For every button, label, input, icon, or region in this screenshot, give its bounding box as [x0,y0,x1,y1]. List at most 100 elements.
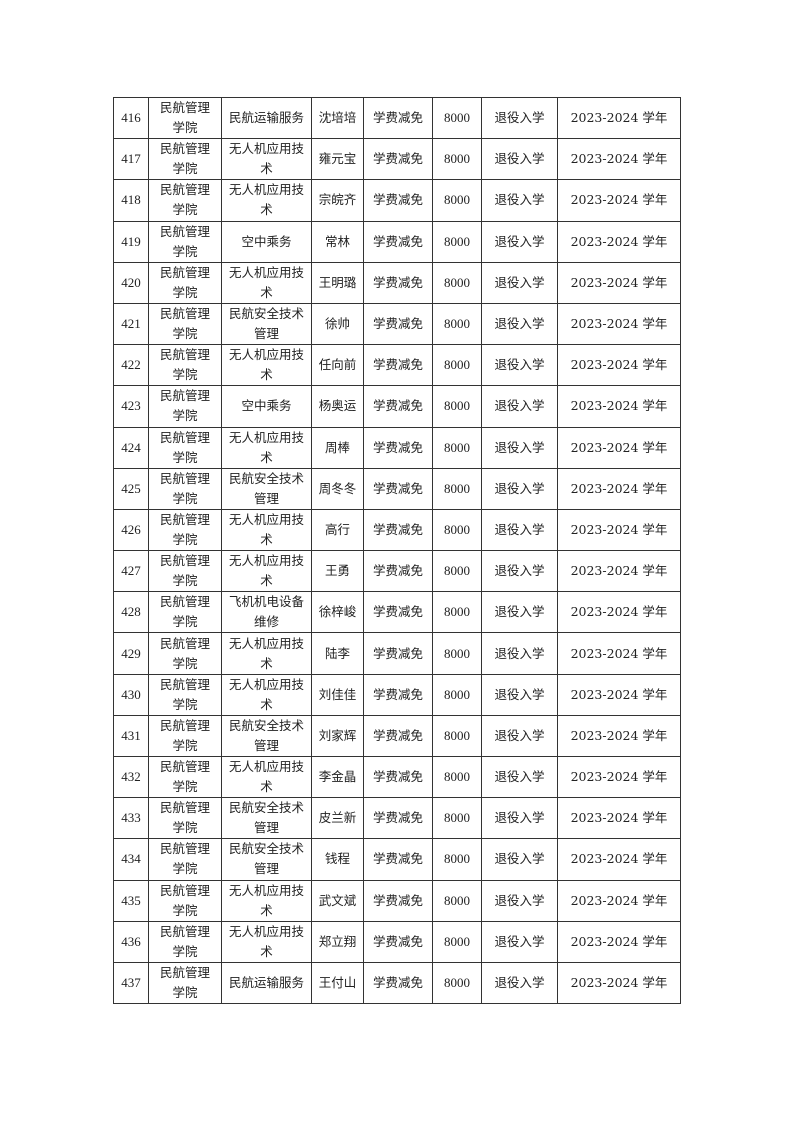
cell-amount: 8000 [432,96,482,140]
table-row: 431 民航管理学院 民航安全技术管理 刘家辉 学费减免 8000 退役入学 2023-202… [113,714,681,758]
cell-academic-year: 2023-2024 学年 [557,138,681,181]
cell-academic-year: 2023-2024 学年 [557,879,681,922]
cell-major: 无人机应用技术 [221,632,312,675]
cell-major: 无人机应用技术 [221,879,312,922]
cell-aid-type: 学费减免 [363,508,433,552]
table-row: 425 民航管理学院 民航安全技术管理 周冬冬 学费减免 8000 退役入学 2023-202… [113,467,681,510]
table-row: 435 民航管理学院 无人机应用技术 武文斌 学费减免 8000 退役入学 2023-2024… [113,879,681,922]
cell-college: 民航管理学院 [148,261,222,304]
cell-amount: 8000 [432,261,482,304]
cell-row-number: 437 [113,961,149,1005]
cell-student-name: 宗皖齐 [311,179,364,222]
cell-category: 退役入学 [481,344,558,387]
cell-amount: 8000 [432,838,482,881]
cell-academic-year: 2023-2024 学年 [557,302,681,346]
cell-academic-year: 2023-2024 学年 [557,797,681,840]
cell-student-name: 徐帅 [311,302,364,346]
cell-category: 退役入学 [481,632,558,675]
cell-college: 民航管理学院 [148,755,222,799]
table-body: 416 民航管理学院 民航运输服务 沈培培 学费减免 8000 退役入学 2023-2024 … [113,96,681,1005]
cell-college: 民航管理学院 [148,961,222,1005]
cell-academic-year: 2023-2024 学年 [557,261,681,304]
cell-aid-type: 学费减免 [363,96,433,140]
cell-amount: 8000 [432,797,482,840]
table-row: 428 民航管理学院 飞机机电设备维修 徐梓峻 学费减免 8000 退役入学 2023-202… [113,591,681,634]
cell-row-number: 432 [113,755,149,799]
cell-major: 民航安全技术管理 [221,797,312,840]
cell-academic-year: 2023-2024 学年 [557,673,681,716]
cell-aid-type: 学费减免 [363,797,433,840]
cell-student-name: 高行 [311,508,364,552]
cell-major: 空中乘务 [221,220,312,263]
cell-academic-year: 2023-2024 学年 [557,961,681,1005]
cell-aid-type: 学费减免 [363,714,433,758]
cell-academic-year: 2023-2024 学年 [557,508,681,552]
cell-category: 退役入学 [481,138,558,181]
cell-row-number: 429 [113,632,149,675]
cell-academic-year: 2023-2024 学年 [557,714,681,758]
cell-aid-type: 学费减免 [363,632,433,675]
cell-category: 退役入学 [481,714,558,758]
table-row: 420 民航管理学院 无人机应用技术 王明璐 学费减免 8000 退役入学 2023-2024… [113,261,681,304]
cell-category: 退役入学 [481,426,558,469]
cell-college: 民航管理学院 [148,179,222,222]
cell-major: 民航安全技术管理 [221,838,312,881]
table-row: 423 民航管理学院 空中乘务 杨奥运 学费减免 8000 退役入学 2023-2024 学年 [113,385,681,428]
cell-student-name: 常林 [311,220,364,263]
cell-amount: 8000 [432,344,482,387]
cell-category: 退役入学 [481,879,558,922]
cell-row-number: 434 [113,838,149,881]
cell-amount: 8000 [432,385,482,428]
cell-college: 民航管理学院 [148,920,222,963]
cell-aid-type: 学费减免 [363,467,433,510]
cell-amount: 8000 [432,302,482,346]
cell-major: 无人机应用技术 [221,920,312,963]
cell-amount: 8000 [432,920,482,963]
cell-college: 民航管理学院 [148,508,222,552]
cell-row-number: 421 [113,302,149,346]
cell-student-name: 杨奥运 [311,385,364,428]
cell-student-name: 皮兰新 [311,797,364,840]
table-row: 434 民航管理学院 民航安全技术管理 钱程 学费减免 8000 退役入学 2023-2024… [113,838,681,881]
cell-category: 退役入学 [481,261,558,304]
cell-aid-type: 学费减免 [363,261,433,304]
cell-major: 无人机应用技术 [221,138,312,181]
cell-category: 退役入学 [481,508,558,552]
cell-major: 民航安全技术管理 [221,714,312,758]
cell-aid-type: 学费减免 [363,344,433,387]
cell-row-number: 423 [113,385,149,428]
cell-major: 无人机应用技术 [221,344,312,387]
cell-aid-type: 学费减免 [363,879,433,922]
cell-row-number: 418 [113,179,149,222]
cell-row-number: 428 [113,591,149,634]
table-row: 433 民航管理学院 民航安全技术管理 皮兰新 学费减免 8000 退役入学 2023-202… [113,797,681,840]
cell-academic-year: 2023-2024 学年 [557,838,681,881]
cell-student-name: 刘家辉 [311,714,364,758]
cell-academic-year: 2023-2024 学年 [557,920,681,963]
cell-student-name: 李金晶 [311,755,364,799]
cell-row-number: 419 [113,220,149,263]
table-row: 422 民航管理学院 无人机应用技术 任向前 学费减免 8000 退役入学 2023-2024… [113,344,681,387]
cell-academic-year: 2023-2024 学年 [557,591,681,634]
cell-student-name: 王勇 [311,550,364,593]
cell-major: 民航运输服务 [221,961,312,1005]
cell-aid-type: 学费减免 [363,302,433,346]
cell-college: 民航管理学院 [148,302,222,346]
table-row: 419 民航管理学院 空中乘务 常林 学费减免 8000 退役入学 2023-2024 学年 [113,220,681,263]
cell-category: 退役入学 [481,797,558,840]
cell-college: 民航管理学院 [148,385,222,428]
cell-category: 退役入学 [481,179,558,222]
cell-major: 无人机应用技术 [221,179,312,222]
cell-row-number: 420 [113,261,149,304]
cell-aid-type: 学费减免 [363,838,433,881]
cell-amount: 8000 [432,138,482,181]
cell-college: 民航管理学院 [148,673,222,716]
cell-row-number: 433 [113,797,149,840]
cell-college: 民航管理学院 [148,550,222,593]
cell-academic-year: 2023-2024 学年 [557,550,681,593]
cell-major: 民航安全技术管理 [221,467,312,510]
cell-aid-type: 学费减免 [363,961,433,1005]
table-row: 427 民航管理学院 无人机应用技术 王勇 学费减免 8000 退役入学 2023-2024 … [113,550,681,593]
table-row: 424 民航管理学院 无人机应用技术 周棒 学费减免 8000 退役入学 2023-2024 … [113,426,681,469]
cell-row-number: 416 [113,96,149,140]
